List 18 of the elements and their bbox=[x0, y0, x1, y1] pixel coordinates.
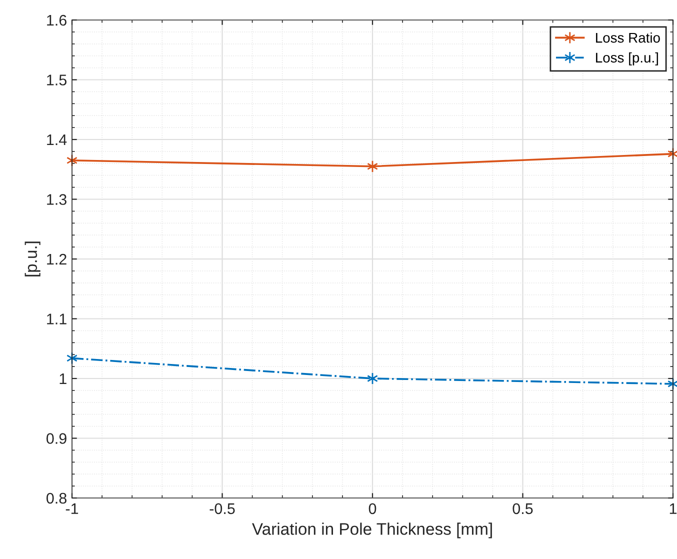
legend-label: Loss [p.u.] bbox=[596, 52, 658, 66]
y-tick-label: 1.5 bbox=[47, 74, 66, 86]
y-tick-label: 0.8 bbox=[46, 492, 66, 504]
x-axis-title: Variation in Pole Thickness [mm] bbox=[252, 522, 492, 538]
x-tick-label: 0 bbox=[368, 503, 376, 514]
y-tick-label: 1.6 bbox=[47, 14, 66, 26]
y-tick-label: 1 bbox=[60, 374, 66, 384]
y-tick-label: 0.9 bbox=[46, 433, 66, 444]
x-tick-label: 0.5 bbox=[512, 503, 533, 514]
x-tick-label: -0.5 bbox=[210, 503, 235, 514]
legend-label: Loss Ratio bbox=[596, 32, 660, 43]
x-tick-label: 1 bbox=[670, 503, 677, 514]
y-tick-label: 1.3 bbox=[47, 194, 66, 205]
y-axis-title: [p.u.] bbox=[24, 242, 40, 276]
y-tick-label: 1.4 bbox=[47, 134, 67, 146]
y-tick-label: 1.2 bbox=[47, 254, 66, 265]
y-tick-label: 1.1 bbox=[47, 314, 66, 324]
x-tick-label: -1 bbox=[66, 503, 78, 514]
